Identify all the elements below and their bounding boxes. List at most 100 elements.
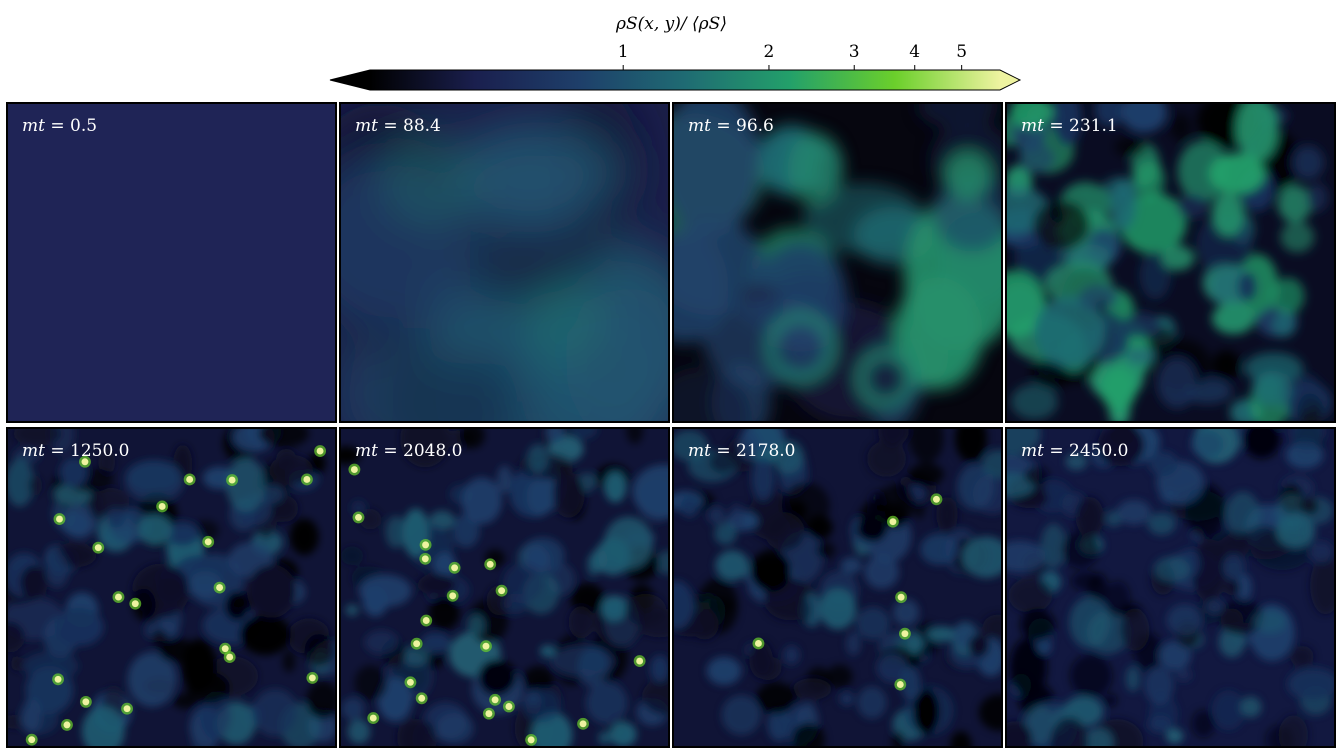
density-blob [1070,654,1112,697]
heatmap-panel: mt = 2178.0 [672,427,1003,748]
equals-sign: = [1044,116,1069,136]
heatmap-panel: mt = 88.4 [339,102,670,423]
density-blob [690,609,719,640]
soliton-point [222,645,229,652]
time-variable: mt [688,116,711,136]
soliton-point [309,674,316,681]
panel-background [8,104,335,421]
density-blob [354,665,387,701]
density-blob [568,606,594,638]
colorbar-body [370,70,1000,90]
density-blob [1147,513,1175,535]
density-blob [89,491,104,519]
time-variable: mt [22,441,45,461]
density-map [8,104,335,421]
density-blob [1292,146,1324,180]
density-blob [247,564,296,618]
soliton-point [124,705,131,712]
heatmap-panel: mt = 0.5 [6,102,337,423]
soliton-point [95,544,102,551]
density-blob [1290,646,1314,668]
soliton-point [28,736,35,743]
density-map [8,429,335,746]
soliton-point [897,681,904,688]
density-blob [750,550,791,592]
density-blob [681,497,699,517]
soliton-point [216,584,223,591]
density-blob [1306,183,1327,211]
density-blob [1144,666,1173,703]
equals-sign: = [378,441,403,461]
density-blob [21,699,42,734]
density-blob [1117,500,1151,525]
time-value: 0.5 [70,116,97,136]
density-blob [364,630,398,654]
density-blob [601,595,627,621]
soliton-point [64,721,71,728]
density-blob [467,614,484,636]
density-blob [1211,530,1252,551]
density-blob [1120,608,1150,651]
soliton-point [370,715,377,722]
density-map [674,104,1001,421]
density-blob [1149,451,1178,476]
soliton-point [423,617,430,624]
density-blob [846,632,861,656]
soliton-point [492,696,499,703]
density-blob [1208,153,1264,194]
density-blob [552,472,584,518]
density-blob [20,565,47,600]
equals-sign: = [378,116,403,136]
soliton-point [498,587,505,594]
panel-time-label: mt = 0.5 [22,116,97,136]
time-variable: mt [688,441,711,461]
density-blob [1075,497,1103,537]
soliton-point [186,476,193,483]
density-blob [816,542,835,559]
density-blob [1224,580,1240,596]
density-blob [715,550,749,580]
density-blob [1205,600,1224,615]
density-blob [386,516,407,548]
density-blob [138,514,172,545]
density-blob [604,471,626,502]
density-blob [463,136,597,233]
soliton-point [755,640,762,647]
density-blob [1212,350,1241,380]
soliton-point [226,654,233,661]
soliton-point [55,676,62,683]
density-blob [707,657,742,685]
soliton-point [505,703,512,710]
density-blob [28,476,42,496]
density-blob [11,656,24,671]
density-blob [920,534,958,565]
density-blob [1253,371,1293,408]
heatmap-panel: mt = 2048.0 [339,427,670,748]
soliton-point [422,541,429,548]
density-blob [62,512,90,537]
soliton-point [422,555,429,562]
density-blob [341,546,364,565]
density-blob [598,731,611,745]
soliton-point [407,679,414,686]
time-value: 2048.0 [403,441,462,461]
density-blob [1212,303,1255,335]
density-blob [1101,368,1136,412]
density-blob [106,508,125,528]
density-blob [909,463,944,485]
density-blob [1011,384,1058,420]
density-blob [283,651,296,673]
soliton-point [132,600,139,607]
density-blob [1105,581,1130,617]
density-blob [1278,185,1312,223]
heatmap-panel: mt = 231.1 [1005,102,1336,423]
density-map [341,104,668,421]
density-blob [586,682,628,725]
soliton-point [205,538,212,545]
equals-sign: = [711,116,736,136]
density-blob [840,692,854,706]
equals-sign: = [711,441,736,461]
density-blob [1254,610,1287,632]
density-blob [452,514,479,547]
heatmap-panel: mt = 96.6 [672,102,1003,423]
